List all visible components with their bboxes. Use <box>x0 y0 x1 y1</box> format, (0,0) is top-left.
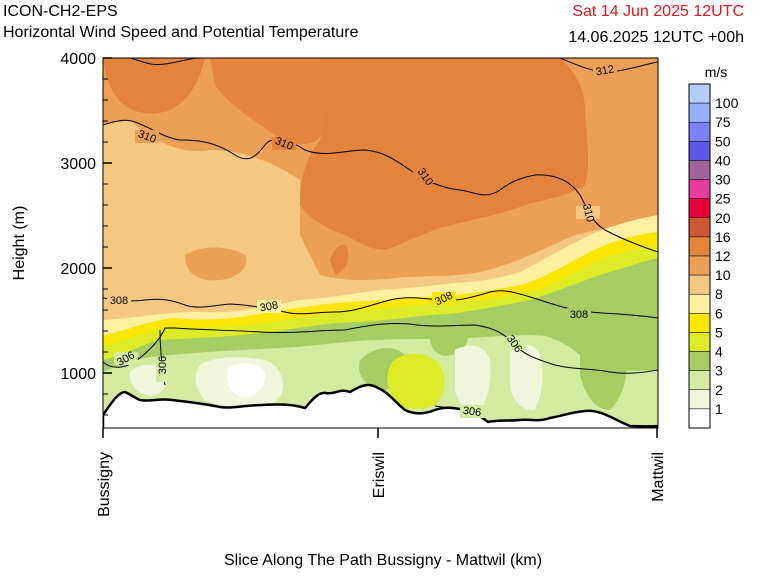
colorbar-swatch <box>688 389 711 410</box>
colorbar-label: 30 <box>715 172 731 188</box>
colorbar-swatch <box>688 121 711 142</box>
contour-label: 306 <box>462 405 482 419</box>
colorbar-swatch <box>688 255 711 276</box>
colorbar-swatch <box>688 217 711 238</box>
colorbar-label: 20 <box>715 210 731 226</box>
contour-label: 308 <box>259 299 279 314</box>
y-axis: 1000 2000 3000 4000 Height (m) <box>11 51 112 383</box>
model-name: ICON-CH2-EPS <box>3 3 118 20</box>
colorbar-label: 10 <box>715 267 731 283</box>
y-tick-label: 2000 <box>60 261 96 278</box>
chart-title: Horizontal Wind Speed and Potential Temp… <box>3 24 359 41</box>
colorbar-label: 25 <box>715 191 731 207</box>
colorbar-label: 4 <box>715 344 723 360</box>
run-info: 14.06.2025 12UTC +00h <box>568 29 744 46</box>
colorbar-label: 1 <box>715 401 723 417</box>
y-tick-label: 4000 <box>60 51 96 68</box>
colorbar-unit: m/s <box>705 64 728 80</box>
y-axis-minor-ticks <box>103 78 108 416</box>
colorbar-label: 100 <box>715 95 739 111</box>
colorbar-swatch <box>688 141 711 161</box>
valid-date: Sat 14 Jun 2025 12UTC <box>572 3 744 20</box>
colorbar: 100 75 50 40 30 25 20 16 12 10 8 6 5 4 3 2 1 <box>688 83 739 429</box>
colorbar-label: 50 <box>715 133 731 149</box>
colorbar-swatch <box>688 313 711 333</box>
y-tick-label: 1000 <box>60 366 96 383</box>
x-tick-label: Bussigny <box>96 452 113 517</box>
contour-label: 312 <box>595 63 615 78</box>
colorbar-label: 6 <box>715 305 723 321</box>
plot-frame <box>102 57 659 429</box>
contour-labels: 310 310 310 310 312 308 308 308 308 306 … <box>107 63 617 419</box>
colorbar-swatch <box>688 351 711 371</box>
x-tick-label: Eriswil <box>371 452 388 498</box>
colorbar-swatch <box>688 236 711 257</box>
colorbar-label: 12 <box>715 248 731 264</box>
colorbar-label: 40 <box>715 152 731 168</box>
contour-label: 310 <box>136 128 157 146</box>
contour-label: 310 <box>580 203 596 224</box>
colorbar-label: 75 <box>715 114 731 130</box>
terrain <box>103 383 658 428</box>
colorbar-swatch <box>688 332 711 352</box>
colorbar-swatch <box>688 160 711 180</box>
colorbar-label: 8 <box>715 286 723 302</box>
colorbar-swatch <box>688 293 711 314</box>
y-axis-label: Height (m) <box>11 206 28 281</box>
colorbar-swatch <box>688 179 711 199</box>
colorbar-label: 16 <box>715 229 731 245</box>
colorbar-label: 3 <box>715 363 723 379</box>
y-tick-label: 3000 <box>60 156 96 173</box>
colorbar-swatch <box>688 83 711 104</box>
contour-label: 306 <box>157 356 169 374</box>
contour-label: 308 <box>110 295 128 307</box>
x-tick-label: Mattwil <box>650 452 667 502</box>
colorbar-swatch <box>688 408 711 429</box>
colorbar-label: 2 <box>715 382 723 398</box>
x-axis: Bussigny Eriswil Mattwil <box>96 428 667 517</box>
x-axis-label: Slice Along The Path Bussigny - Mattwil … <box>223 552 543 569</box>
colorbar-swatch <box>688 102 711 123</box>
colorbar-swatch <box>688 274 711 295</box>
wind-speed-field <box>103 58 658 428</box>
contour-label: 308 <box>570 309 588 321</box>
colorbar-label: 5 <box>715 324 723 340</box>
colorbar-swatch <box>688 198 711 219</box>
colorbar-swatch <box>688 370 711 391</box>
colorbar-frame <box>688 83 711 429</box>
